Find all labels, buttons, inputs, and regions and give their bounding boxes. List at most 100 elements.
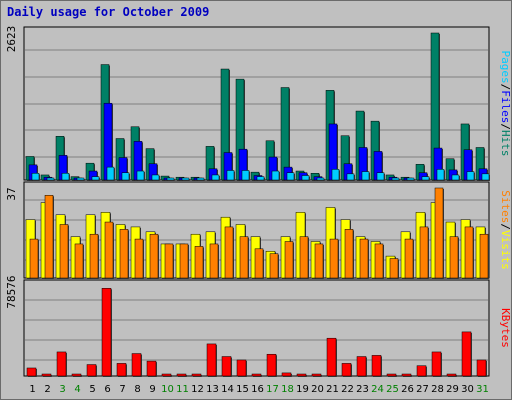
kbytes-bar [131,353,142,377]
x-tick-label: 8 [134,384,140,395]
sites-bar [374,243,384,279]
sites-bar [314,243,324,279]
kbytes-bar [161,373,172,377]
pages-bar [361,171,370,181]
sites-bar [164,243,174,279]
x-tick-label: 2 [44,384,50,395]
pages-bar [241,170,250,181]
pages-bar [211,174,220,181]
pages-bar [121,172,130,181]
sites-bar [239,236,249,279]
legend-entry: Files [499,90,512,123]
legend-entry: Visits [499,230,512,270]
kbytes-bar [446,373,457,377]
pages-bar [436,169,445,181]
legend-entry: / [499,223,512,230]
pages-bar [271,170,280,181]
sites-bar [404,238,414,279]
pages-bar [331,169,340,181]
kbytes-bar [401,373,412,377]
kbytes-bar [221,356,232,377]
pages-bar [286,172,295,181]
kbytes-bar [146,360,157,377]
kbytes-bar [461,331,472,377]
x-tick-label: 7 [119,384,125,395]
x-tick-label: 15 [236,384,249,395]
x-tick-label: 19 [296,384,309,395]
sites-bar [209,243,219,279]
pages-bar [421,176,430,181]
x-tick-label: 16 [251,384,264,395]
legend-entry: / [499,84,512,91]
sites-bar [389,258,399,279]
sites-bar [359,238,369,279]
kbytes-bar [191,373,202,377]
x-tick-label: 9 [149,384,155,395]
pages-bar [181,177,190,181]
chart-title: Daily usage for October 2009 [7,5,210,19]
pages-bar [481,173,490,181]
x-tick-label: 22 [341,384,354,395]
kbytes-bar [236,359,247,377]
kbytes-bar [386,373,397,377]
x-tick-label: 17 [266,384,279,395]
sites-bar [344,229,354,279]
sites-bar [419,226,429,279]
sites-bar [299,236,309,279]
pages-bar [91,176,100,181]
kbytes-bar [251,373,262,377]
kbytes-bar [416,365,427,377]
kbytes-bar [281,372,292,377]
sites-bar [449,236,459,279]
y-max-label-hits: 2623 [5,26,18,53]
x-tick-label: 13 [206,384,219,395]
kbytes-bar [431,351,442,377]
kbytes-bar [476,359,487,377]
y-max-label-visits: 37 [5,187,18,200]
kbytes-bar [326,337,337,377]
hits-bar [280,87,290,181]
pages-bar [31,173,40,181]
kbytes-bar [341,363,352,377]
pages-bar [376,172,385,181]
legend-entry: KBytes [499,308,512,348]
x-tick-label: 31 [476,384,489,395]
sites-bar [59,224,69,279]
x-tick-label: 10 [161,384,174,395]
sites-bar [44,195,54,279]
sites-bar [224,226,234,279]
legend-entry: Sites [499,190,512,223]
x-tick-label: 29 [446,384,459,395]
panel-kbytes [23,279,490,377]
kbytes-bar [26,367,37,377]
sites-bar [149,233,159,279]
x-tick-label: 3 [59,384,65,395]
x-tick-label: 11 [176,384,189,395]
pages-bar [166,177,175,181]
x-tick-label: 1 [29,384,35,395]
sites-bar [89,233,99,279]
sites-bar [194,246,204,279]
sites-bar [134,238,144,279]
pages-bar [316,177,325,181]
sites-bar [74,243,84,279]
sites-bar [284,241,294,279]
legend-visits: Sites/Visits [499,190,512,270]
kbytes-bar [356,356,367,377]
pages-bar [256,176,265,181]
pages-bar [346,173,355,181]
sites-bar [479,233,489,279]
x-tick-label: 28 [431,384,444,395]
sites-bar [464,226,474,279]
x-tick-label: 18 [281,384,294,395]
kbytes-bar [206,343,217,377]
kbytes-bar [311,373,322,377]
kbytes-bar [371,355,382,377]
pages-bar [76,177,85,181]
x-tick-label: 27 [416,384,429,395]
kbytes-bar [56,351,67,377]
legend-kbytes: KBytes [499,308,512,348]
pages-bar [466,171,475,181]
pages-bar [136,170,145,181]
sites-bar [434,187,444,279]
